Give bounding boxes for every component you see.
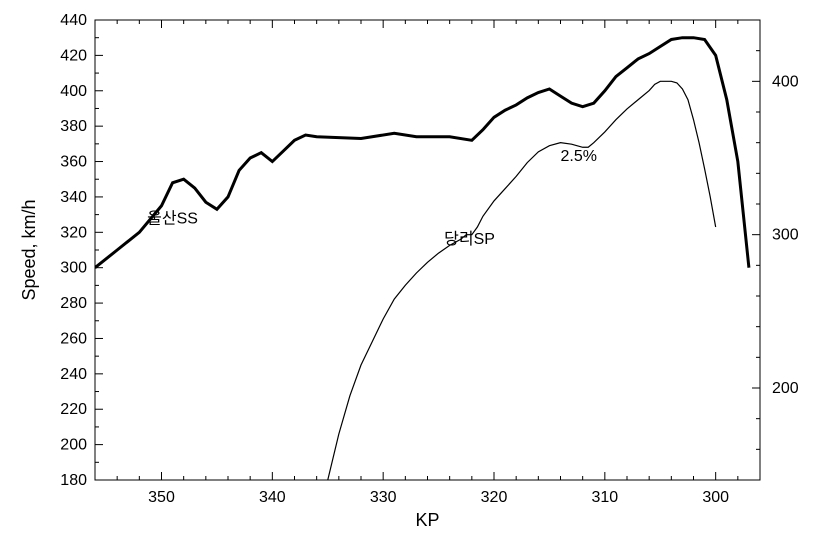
x-tick-label: 350 bbox=[148, 489, 175, 506]
series-secondary-speed bbox=[328, 81, 716, 480]
yl-tick-label: 180 bbox=[60, 472, 87, 489]
annotation-pct-2-5: 2.5% bbox=[561, 148, 597, 165]
yl-tick-label: 280 bbox=[60, 295, 87, 312]
yl-tick-label: 400 bbox=[60, 83, 87, 100]
yl-tick-label: 420 bbox=[60, 47, 87, 64]
yl-tick-label: 260 bbox=[60, 330, 87, 347]
yl-tick-label: 300 bbox=[60, 260, 87, 277]
annotation-dangri-sp: 당리SP bbox=[444, 230, 495, 248]
yr-tick-label: 200 bbox=[772, 380, 799, 397]
yl-tick-label: 240 bbox=[60, 366, 87, 383]
yr-tick-label: 400 bbox=[772, 73, 799, 90]
yl-tick-label: 380 bbox=[60, 118, 87, 135]
x-tick-label: 310 bbox=[591, 489, 618, 506]
yr-tick-label: 300 bbox=[772, 227, 799, 244]
yl-tick-label: 340 bbox=[60, 189, 87, 206]
x-tick-label: 300 bbox=[702, 489, 729, 506]
series-main-speed bbox=[95, 38, 749, 268]
annotation-ulsan-ss: 울산SS bbox=[147, 209, 198, 227]
yl-tick-label: 320 bbox=[60, 224, 87, 241]
yl-tick-label: 200 bbox=[60, 437, 87, 454]
yl-tick-label: 440 bbox=[60, 12, 87, 29]
x-tick-label: 340 bbox=[259, 489, 286, 506]
plot-box bbox=[95, 20, 760, 480]
x-tick-label: 320 bbox=[481, 489, 508, 506]
x-axis-title: KP bbox=[415, 510, 439, 530]
speed-kp-chart: 350 340 330 320 310 300 180 200 220 240 260 280 300 3… bbox=[0, 0, 833, 534]
yl-tick-label: 220 bbox=[60, 401, 87, 418]
y-axis-title: Speed, km/h bbox=[19, 199, 39, 300]
yl-tick-label: 360 bbox=[60, 154, 87, 171]
x-tick-label: 330 bbox=[370, 489, 397, 506]
